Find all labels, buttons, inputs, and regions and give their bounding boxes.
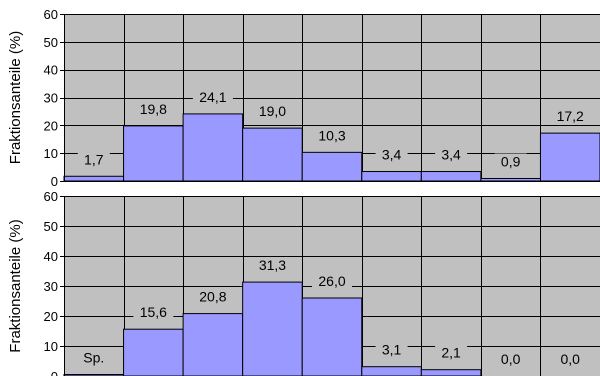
- value-label-6: 3,4: [382, 147, 402, 163]
- value-label-bg: [375, 341, 408, 358]
- bar-8: [480, 177, 541, 182]
- value-label-5: 26,0: [318, 273, 345, 289]
- value-label-bg: [192, 88, 233, 105]
- chart-panel-1: 0 10 20 30 40 50 60 1,7 19,8 24,1 19,0 10,3 3,4 3,4 0,…: [7, 7, 600, 189]
- value-label-7: 2,1: [441, 345, 461, 361]
- y-tick-label: 0: [51, 174, 58, 189]
- y-axis-title: Fraktionsanteile (%): [7, 31, 24, 164]
- value-label-bg: [554, 351, 587, 367]
- value-label-3: 24,1: [199, 89, 226, 105]
- value-label-2: 19,8: [140, 101, 167, 117]
- value-label-7: 3,4: [441, 147, 461, 163]
- value-label-bg: [435, 146, 468, 163]
- bar-7: [420, 171, 482, 182]
- value-label-4: 19,0: [259, 103, 286, 119]
- bar-5: [301, 151, 363, 182]
- y-axis-title: Fraktionsanteile (%): [7, 219, 24, 352]
- value-label-bg: [77, 151, 110, 168]
- value-label-bg: [133, 100, 174, 117]
- value-label-5: 10,3: [318, 127, 345, 143]
- value-label-bg: [77, 349, 110, 366]
- value-label-bg: [435, 344, 468, 361]
- y-tick-label: 60: [44, 7, 58, 22]
- y-tick-label: 30: [44, 91, 58, 106]
- bar-2: [123, 125, 184, 182]
- bar-6: [361, 366, 422, 376]
- y-tick-label: 50: [44, 219, 58, 234]
- value-label-2: 15,6: [140, 304, 167, 320]
- bar-3: [182, 113, 244, 182]
- value-label-bg: [494, 153, 527, 170]
- value-label-bg: [252, 103, 293, 120]
- y-tick-label: 40: [44, 249, 58, 264]
- bar-4: [242, 127, 303, 182]
- y-tick-label: 0: [51, 369, 58, 376]
- y-tick-label: 30: [44, 279, 58, 294]
- y-tick-label: 50: [44, 35, 58, 50]
- bar-9: [539, 132, 600, 182]
- y-tick-label: 10: [44, 146, 58, 161]
- bar-5: [301, 297, 363, 376]
- value-label-bg: [192, 288, 233, 305]
- y-tick-label: 10: [44, 339, 58, 354]
- value-label-bg: [252, 257, 293, 274]
- bar-3: [182, 313, 244, 376]
- bar-2: [123, 328, 184, 376]
- bar-6: [361, 171, 422, 182]
- value-label-8: 0,9: [501, 153, 521, 169]
- value-label-bg: [550, 108, 591, 125]
- value-label-8: 0,0: [501, 351, 521, 367]
- y-tick-label: 40: [44, 63, 58, 78]
- value-label-1: 1,7: [84, 151, 104, 167]
- value-label-bg: [494, 351, 527, 367]
- y-tick-label: 60: [44, 189, 58, 204]
- value-label-bg: [375, 146, 408, 163]
- value-label-4: 31,3: [259, 257, 286, 273]
- value-label-9: 0,0: [560, 351, 580, 367]
- value-label-1: Sp.: [83, 350, 104, 366]
- value-label-9: 17,2: [557, 108, 584, 124]
- value-label-bg: [312, 127, 352, 144]
- value-label-3: 20,8: [199, 289, 226, 305]
- value-label-bg: [312, 273, 352, 289]
- value-label-bg: [133, 304, 174, 321]
- bar-7: [420, 369, 482, 376]
- chart-panel-2: 0 10 20 30 40 50 60 Sp. 15,6 20,8 31,3 26,0 3,1 2,1 0,…: [7, 189, 600, 376]
- bar-4: [242, 281, 303, 376]
- bar-1: [63, 175, 125, 182]
- y-tick-label: 20: [44, 118, 58, 133]
- value-label-6: 3,1: [382, 342, 402, 358]
- y-tick-label: 20: [44, 309, 58, 324]
